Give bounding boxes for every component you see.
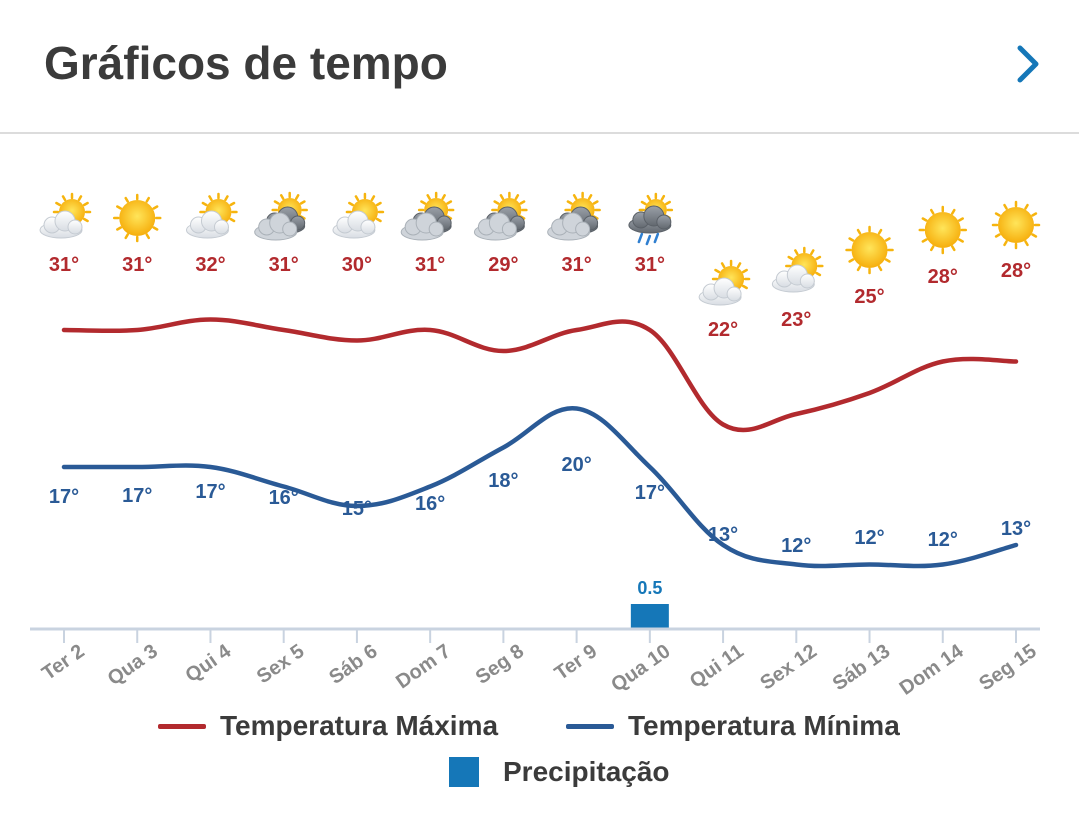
sun-icon — [991, 200, 1041, 250]
legend-item-precip: Precipitação — [449, 756, 670, 788]
partly-cloudy-icon — [698, 259, 751, 306]
max-temp-label: 23° — [781, 309, 811, 331]
max-temp-label: 28° — [1001, 260, 1031, 282]
min-temp-label: 12° — [854, 527, 884, 549]
max-temp-label: 31° — [269, 254, 299, 276]
min-temp-label: 12° — [781, 535, 811, 557]
legend-max-swatch — [158, 723, 206, 729]
legend: Temperatura Máxima Temperatura Mínima Pr… — [0, 700, 1079, 810]
precip-label: 0.5 — [637, 578, 662, 598]
legend-precip-swatch — [449, 757, 479, 787]
page-title: Gráficos de tempo — [44, 37, 448, 89]
max-temp-label: 31° — [122, 254, 152, 276]
legend-item-max: Temperatura Máxima — [158, 710, 498, 742]
min-temp-label: 20° — [561, 454, 591, 476]
legend-item-min: Temperatura Mínima — [566, 710, 900, 742]
x-tick-label: Sáb 6 — [325, 640, 381, 689]
max-temp-label: 31° — [561, 254, 591, 276]
header: Gráficos de tempo — [0, 0, 1079, 134]
sun-icon — [845, 225, 894, 275]
x-tick-label: Seg 8 — [472, 640, 528, 689]
chevron-right-icon[interactable] — [1010, 42, 1046, 86]
max-temp-label: 31° — [635, 254, 665, 276]
max-temp-label: 22° — [708, 319, 738, 341]
min-temp-label: 12° — [928, 529, 958, 551]
max-temp-label: 25° — [854, 286, 884, 308]
sun-icon — [918, 205, 968, 255]
legend-max-label: Temperatura Máxima — [220, 710, 499, 741]
cloudy-icon — [473, 191, 528, 241]
partly-cloudy-icon — [39, 192, 92, 239]
sun-icon — [112, 193, 162, 243]
x-tick-label: Seg 15 — [975, 640, 1040, 695]
max-temp-line — [61, 317, 1019, 433]
x-tick-label: Qua 3 — [104, 640, 162, 690]
precip-bar — [630, 604, 669, 629]
legend-min-label: Temperatura Mínima — [628, 710, 900, 741]
min-temp-label: 18° — [488, 470, 518, 492]
min-temp-label: 17° — [122, 485, 152, 507]
min-temp-label: 17° — [635, 482, 665, 504]
cloudy-icon — [254, 191, 308, 241]
x-tick-label: Ter 9 — [551, 640, 602, 685]
min-temp-label: 17° — [49, 486, 79, 508]
max-temp-label: 32° — [195, 254, 225, 276]
max-temp-label: 31° — [49, 254, 79, 276]
weather-chart: 31° 31° 32° 31° 30° 31° 29° 31° 31° 22° 23° 25° 28° 2… — [30, 191, 1041, 700]
x-tick-label: Sáb 13 — [829, 640, 894, 695]
min-temp-label: 13° — [1001, 518, 1031, 540]
rain-icon — [628, 192, 674, 246]
x-tick-label: Dom 7 — [392, 640, 455, 693]
min-temp-label: 16° — [269, 487, 299, 509]
partly-cloudy-icon — [771, 246, 824, 293]
cloudy-icon — [400, 191, 455, 241]
x-tick-label: Ter 2 — [38, 640, 89, 685]
min-temp-label: 17° — [195, 481, 225, 503]
legend-min-swatch — [566, 723, 614, 729]
partly-cloudy-icon — [185, 192, 238, 239]
min-temp-label: 15° — [342, 498, 372, 520]
max-temp-label: 31° — [415, 254, 445, 276]
min-temp-label: 16° — [415, 493, 445, 515]
max-temp-label: 30° — [342, 254, 372, 276]
x-tick-label: Sex 12 — [756, 640, 821, 694]
x-tick-label: Qui 11 — [686, 640, 748, 692]
x-tick-label: Dom 14 — [896, 640, 969, 700]
min-temp-label: 13° — [708, 524, 738, 546]
max-temp-label: 28° — [928, 266, 958, 288]
cloudy-icon — [547, 191, 601, 241]
x-tick-label: Qui 4 — [182, 640, 236, 687]
min-temp-line — [61, 406, 1019, 569]
legend-precip-label: Precipitação — [503, 756, 670, 787]
partly-cloudy-icon — [332, 192, 385, 239]
x-tick-label: Sex 5 — [253, 640, 308, 688]
x-tick-label: Qua 10 — [607, 640, 674, 696]
max-temp-label: 29° — [488, 254, 518, 276]
